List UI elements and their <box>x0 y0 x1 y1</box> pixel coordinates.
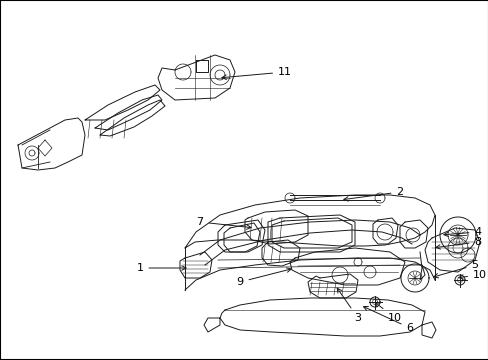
Text: 11: 11 <box>222 67 291 80</box>
Text: 9: 9 <box>236 268 291 287</box>
Text: 8: 8 <box>435 237 481 249</box>
Text: 2: 2 <box>343 187 403 201</box>
Text: 5: 5 <box>433 260 478 278</box>
Text: 10: 10 <box>374 302 401 323</box>
Text: 4: 4 <box>443 227 481 237</box>
Text: 1: 1 <box>136 263 186 273</box>
Text: 10: 10 <box>458 270 486 280</box>
Text: 6: 6 <box>363 306 413 333</box>
Text: 3: 3 <box>337 288 361 323</box>
Text: 7: 7 <box>196 217 251 229</box>
